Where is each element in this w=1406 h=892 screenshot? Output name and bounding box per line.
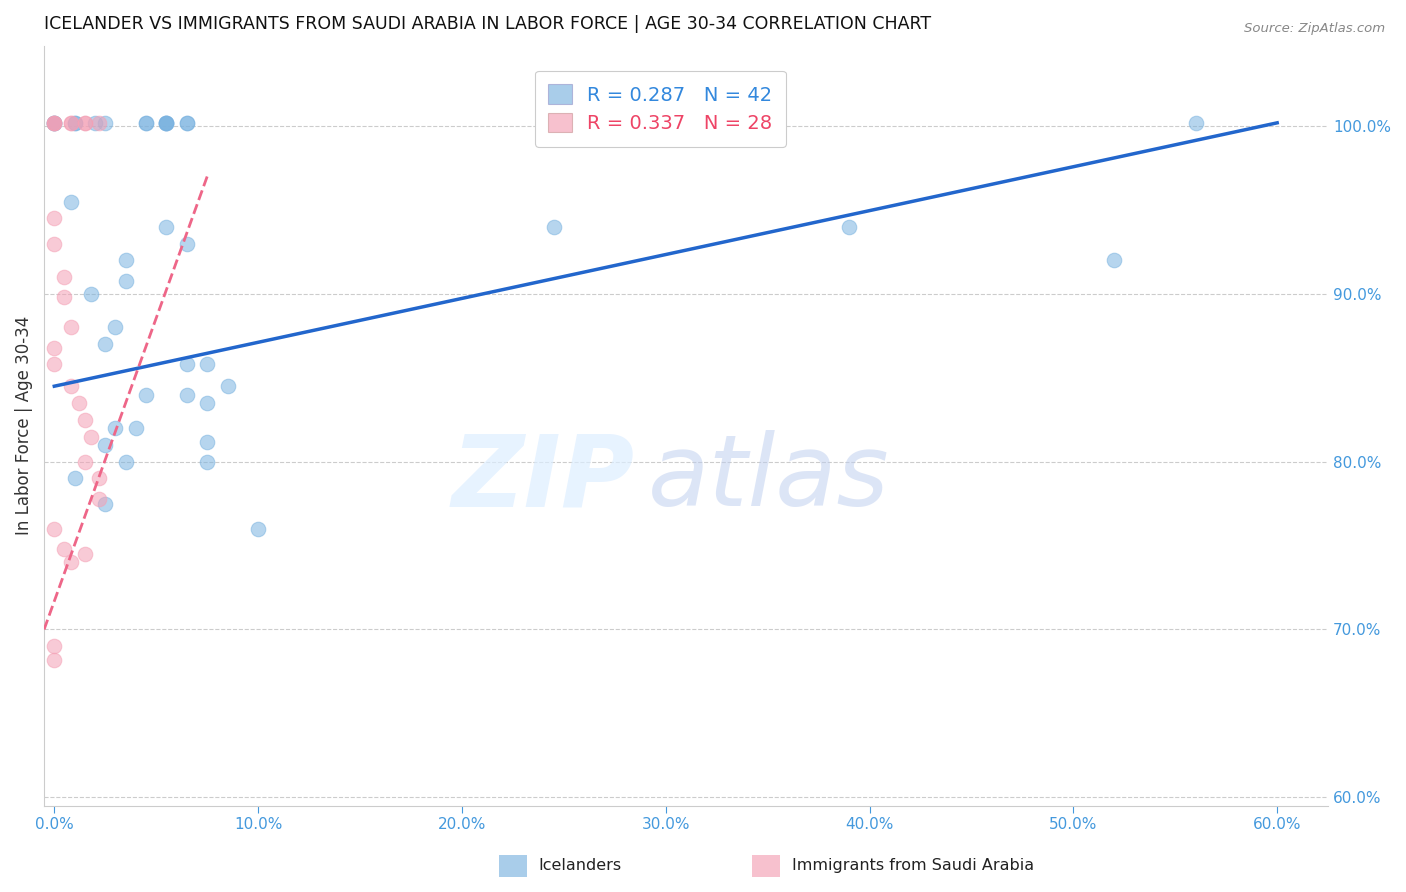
Point	[63, 116, 86, 130]
Y-axis label: In Labor Force | Age 30-34: In Labor Force | Age 30-34	[15, 316, 32, 535]
Point	[59, 194, 82, 209]
Point	[176, 116, 198, 130]
Point	[63, 471, 86, 485]
Point	[125, 421, 148, 435]
Point	[44, 211, 66, 226]
Point	[155, 116, 177, 130]
Point	[67, 396, 90, 410]
Point	[217, 379, 239, 393]
Text: ZIP: ZIP	[451, 430, 634, 527]
Point	[59, 379, 82, 393]
Point	[543, 219, 565, 234]
Point	[80, 287, 103, 301]
Point	[176, 236, 198, 251]
Point	[104, 320, 127, 334]
Point	[73, 116, 96, 130]
Point	[44, 639, 66, 653]
Point	[155, 116, 177, 130]
Point	[135, 387, 157, 401]
Point	[84, 116, 107, 130]
Point	[59, 555, 82, 569]
Text: Source: ZipAtlas.com: Source: ZipAtlas.com	[1244, 22, 1385, 36]
Point	[73, 455, 96, 469]
Point	[44, 116, 66, 130]
Text: ICELANDER VS IMMIGRANTS FROM SAUDI ARABIA IN LABOR FORCE | AGE 30-34 CORRELATION: ICELANDER VS IMMIGRANTS FROM SAUDI ARABI…	[44, 15, 931, 33]
Point	[176, 358, 198, 372]
Bar	[752, 855, 780, 877]
Point	[44, 358, 66, 372]
Point	[675, 116, 697, 130]
Point	[176, 387, 198, 401]
Point	[1184, 116, 1206, 130]
Point	[89, 491, 111, 506]
Point	[135, 116, 157, 130]
Point	[1102, 253, 1125, 268]
Point	[44, 341, 66, 355]
Point	[1368, 572, 1391, 586]
Point	[176, 116, 198, 130]
Point	[114, 253, 136, 268]
Point	[59, 116, 82, 130]
Point	[155, 219, 177, 234]
Legend: R = 0.287   N = 42, R = 0.337   N = 28: R = 0.287 N = 42, R = 0.337 N = 28	[534, 70, 786, 146]
Point	[155, 116, 177, 130]
Point	[73, 547, 96, 561]
Point	[247, 522, 270, 536]
Point	[155, 116, 177, 130]
Point	[53, 541, 76, 556]
Point	[94, 116, 117, 130]
Point	[94, 497, 117, 511]
Point	[73, 413, 96, 427]
Point	[94, 438, 117, 452]
Point	[195, 434, 218, 449]
Point	[44, 116, 66, 130]
Point	[195, 396, 218, 410]
Point	[59, 320, 82, 334]
Text: Icelanders: Icelanders	[538, 858, 621, 873]
Point	[94, 337, 117, 351]
Point	[89, 116, 111, 130]
Point	[114, 273, 136, 287]
Bar	[499, 855, 527, 877]
Point	[135, 116, 157, 130]
Point	[53, 290, 76, 304]
Point	[44, 116, 66, 130]
Point	[44, 236, 66, 251]
Point	[80, 429, 103, 443]
Point	[44, 116, 66, 130]
Point	[44, 522, 66, 536]
Text: Immigrants from Saudi Arabia: Immigrants from Saudi Arabia	[792, 858, 1033, 873]
Point	[44, 116, 66, 130]
Point	[73, 116, 96, 130]
Point	[59, 116, 82, 130]
Point	[114, 455, 136, 469]
Point	[44, 653, 66, 667]
Text: atlas: atlas	[648, 430, 889, 527]
Point	[63, 116, 86, 130]
Point	[195, 455, 218, 469]
Point	[53, 270, 76, 285]
Point	[89, 471, 111, 485]
Point	[838, 219, 860, 234]
Point	[44, 116, 66, 130]
Point	[195, 358, 218, 372]
Point	[104, 421, 127, 435]
